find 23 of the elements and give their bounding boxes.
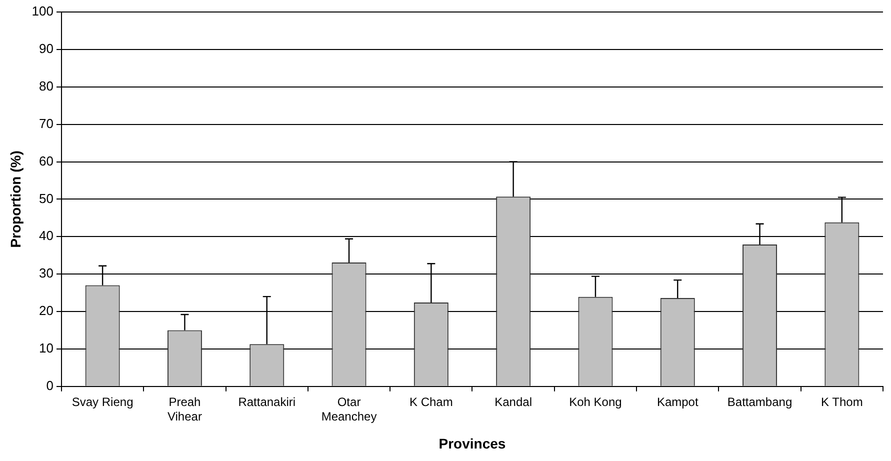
y-tick-label: 50 — [39, 190, 54, 206]
y-tick-label: 20 — [39, 303, 54, 318]
x-tick-label: Svay Rieng — [72, 394, 134, 409]
y-tick-label: 60 — [39, 153, 54, 168]
x-tick-label: Koh Kong — [569, 394, 622, 409]
x-tick-label: Otar Meanchey — [321, 394, 377, 424]
y-tick-label: 90 — [39, 41, 54, 56]
x-tick-label: Kampot — [656, 394, 699, 409]
x-tick-label: Battambang — [727, 394, 792, 409]
x-tick-label: Kandal — [494, 394, 532, 409]
x-tick-label: K Thom — [821, 394, 863, 409]
y-tick-label: 40 — [39, 228, 54, 244]
x-axis-title: Provinces — [438, 435, 506, 452]
y-axis-title: Proportion (%) — [7, 150, 24, 248]
y-tick-label: 70 — [39, 116, 54, 131]
y-tick-label: 10 — [39, 340, 54, 356]
y-tick-label: 100 — [32, 4, 54, 19]
x-tick-label: Rattanakiri — [238, 394, 296, 409]
x-tick-label: K Cham — [409, 394, 453, 409]
x-tick-label: Preah Vihear — [167, 394, 202, 424]
y-tick-label: 80 — [39, 78, 54, 94]
y-tick-label: 0 — [46, 378, 54, 393]
y-tick-label: 30 — [39, 266, 54, 281]
